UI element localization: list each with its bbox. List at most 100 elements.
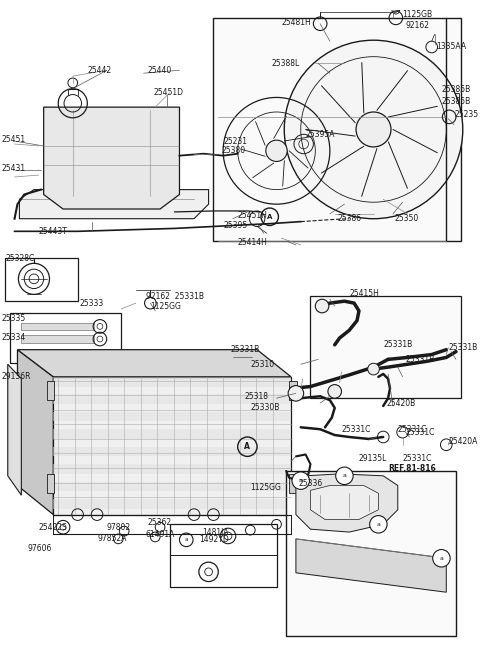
Circle shape — [356, 112, 391, 147]
Circle shape — [284, 40, 463, 219]
Bar — [289, 380, 297, 400]
Circle shape — [432, 549, 450, 567]
Text: 1335AA: 1335AA — [437, 43, 467, 51]
Text: a: a — [299, 478, 303, 483]
Text: 25331C: 25331C — [341, 424, 371, 434]
Text: a: a — [376, 522, 380, 527]
Text: 25443T: 25443T — [39, 227, 68, 236]
Text: 1492YD: 1492YD — [199, 535, 228, 545]
Text: 1125GG: 1125GG — [150, 302, 181, 311]
Bar — [286, 471, 456, 636]
Bar — [5, 258, 78, 301]
Circle shape — [292, 472, 310, 489]
Bar — [442, 107, 459, 122]
Polygon shape — [53, 394, 291, 404]
Text: 25333: 25333 — [80, 299, 104, 307]
Text: 25395A: 25395A — [306, 130, 335, 139]
Text: 25431: 25431 — [2, 164, 26, 173]
Text: 25330B: 25330B — [250, 403, 280, 413]
Text: 25385B: 25385B — [442, 97, 471, 106]
Polygon shape — [53, 482, 291, 491]
Bar — [214, 18, 461, 241]
Text: 25414H: 25414H — [238, 238, 267, 248]
Text: a: a — [440, 556, 444, 561]
Text: REF.81-816: REF.81-816 — [388, 464, 436, 472]
Circle shape — [266, 140, 287, 162]
Bar — [10, 313, 121, 363]
Text: 25331B: 25331B — [448, 343, 478, 352]
Circle shape — [336, 467, 353, 485]
Text: 1125GG: 1125GG — [250, 483, 281, 492]
Polygon shape — [44, 107, 180, 209]
Bar — [311, 296, 461, 398]
Circle shape — [368, 363, 379, 375]
Text: a: a — [184, 537, 188, 542]
Text: 25336: 25336 — [299, 479, 323, 488]
Circle shape — [315, 299, 329, 313]
Text: 25328C: 25328C — [6, 254, 35, 263]
Polygon shape — [311, 486, 378, 520]
Text: 97606: 97606 — [27, 544, 51, 553]
Text: 25442: 25442 — [87, 66, 111, 75]
Text: 92162: 92162 — [406, 21, 430, 30]
Polygon shape — [53, 377, 291, 386]
Circle shape — [288, 386, 304, 401]
Text: 25451D: 25451D — [153, 88, 183, 97]
Text: 25362: 25362 — [147, 518, 171, 527]
Text: 29135L: 29135L — [359, 454, 387, 463]
Polygon shape — [53, 447, 291, 457]
Text: 25386: 25386 — [337, 214, 362, 223]
Text: a: a — [342, 473, 347, 478]
Text: 25422S: 25422S — [39, 523, 68, 532]
Text: 25440: 25440 — [147, 66, 172, 75]
Text: 25385B: 25385B — [442, 85, 471, 94]
Polygon shape — [53, 429, 291, 439]
Text: 25331C: 25331C — [403, 454, 432, 463]
Polygon shape — [296, 474, 398, 532]
Text: 29136R: 29136R — [2, 373, 32, 381]
Text: A: A — [267, 214, 272, 220]
Text: 25331B: 25331B — [383, 340, 412, 350]
Bar — [53, 377, 291, 514]
Text: 97802: 97802 — [107, 523, 131, 532]
Text: 25331C: 25331C — [406, 428, 435, 437]
Text: 97852A: 97852A — [97, 534, 126, 543]
Text: 92162  25331B: 92162 25331B — [145, 292, 204, 301]
Text: 25331B: 25331B — [231, 345, 260, 354]
Bar — [289, 474, 297, 493]
Text: 25388L: 25388L — [272, 59, 300, 68]
Text: 25235: 25235 — [454, 110, 478, 120]
Polygon shape — [53, 464, 291, 474]
Polygon shape — [17, 350, 291, 377]
Text: 25451H: 25451H — [238, 212, 267, 220]
Text: 25310: 25310 — [250, 360, 275, 369]
Text: 25451: 25451 — [2, 135, 26, 144]
Text: 25231: 25231 — [223, 137, 247, 146]
Polygon shape — [296, 539, 446, 592]
Circle shape — [370, 516, 387, 533]
Bar — [47, 474, 54, 493]
Polygon shape — [8, 364, 21, 495]
Text: 25415H: 25415H — [349, 289, 379, 298]
Text: 25380: 25380 — [221, 147, 245, 155]
Text: 1125GB: 1125GB — [403, 11, 433, 20]
Text: 61491A: 61491A — [145, 530, 175, 539]
Polygon shape — [53, 412, 291, 422]
Text: 25331C: 25331C — [398, 424, 427, 434]
Polygon shape — [19, 190, 209, 219]
Polygon shape — [53, 499, 291, 509]
Bar — [170, 524, 276, 587]
Text: 1481JA: 1481JA — [202, 528, 228, 537]
Text: 25420B: 25420B — [386, 399, 415, 407]
Text: 25318: 25318 — [244, 392, 268, 401]
Bar — [442, 93, 459, 107]
Text: 25335: 25335 — [2, 314, 26, 323]
Bar — [47, 380, 54, 400]
Text: 25420A: 25420A — [448, 438, 478, 446]
Bar — [21, 335, 94, 343]
Polygon shape — [17, 350, 53, 514]
Text: A: A — [244, 442, 251, 451]
Text: 25350: 25350 — [395, 214, 419, 223]
Text: 25331B: 25331B — [406, 355, 435, 364]
Bar — [21, 323, 94, 330]
